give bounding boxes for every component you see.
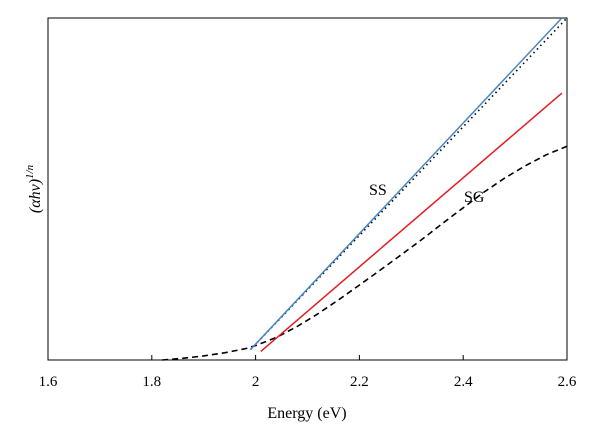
x-tick-label-3: 2.2: [350, 374, 369, 390]
x-tick-label-1: 1.8: [142, 374, 161, 390]
annotation-ss: SS: [369, 182, 387, 199]
series-line-0-dashed: [162, 145, 568, 361]
x-tick-label-0: 1.6: [39, 374, 58, 390]
y-axis-label: (αhν)1/n: [24, 164, 44, 213]
series-lines: [162, 17, 568, 361]
annotation-sg: SG: [464, 189, 485, 206]
series-line-3-solid: [260, 92, 563, 352]
x-tick-label-4: 2.4: [454, 374, 473, 390]
y-axis-label-superscript: 1/n: [24, 164, 36, 179]
x-axis-label: Energy (eV): [267, 405, 346, 422]
y-axis-label-main: (αhν): [27, 179, 44, 213]
x-ticks: [47, 355, 568, 360]
x-tick-labels: 1.6 1.8 2 2.2 2.4 2.6: [39, 374, 577, 390]
x-tick-label-2: 2: [252, 374, 260, 390]
plot-frame: [47, 17, 568, 361]
series-line-2-solid: [249, 17, 563, 351]
x-tick-label-5: 2.6: [558, 374, 577, 390]
